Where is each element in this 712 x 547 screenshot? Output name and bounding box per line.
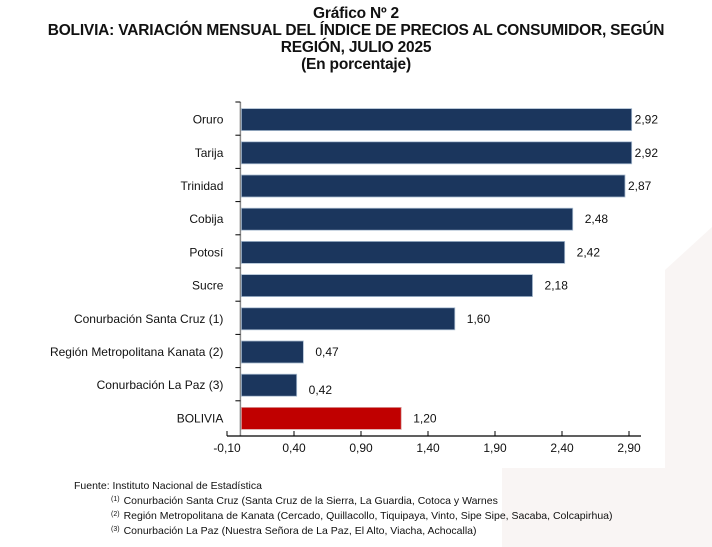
category-label: Potosí [189,245,224,259]
bar-conurbaci-n-la-paz-3- [240,373,298,397]
data-label: 2,92 [635,146,659,160]
data-label: 2,87 [628,179,652,193]
bar-trinidad [240,174,626,198]
value-tick-label: 1,90 [483,441,507,455]
value-tick-label: 1,40 [416,441,440,455]
chart-subtitle: (En porcentaje) [301,56,411,73]
category-label: Conurbación La Paz (3) [97,378,224,392]
footnote-text: Conurbación La Paz (Nuestra Señora de La… [123,525,477,537]
source-note: Fuente: Instituto Nacional de Estadístic… [74,480,262,492]
bar-bolivia [240,406,402,430]
footnote-mark: (3) [111,526,120,533]
bar-tarija [240,141,633,165]
category-label: Cobija [189,212,223,226]
category-label: Tarija [195,146,224,160]
value-tick-label: 0,40 [282,441,306,455]
data-label: 0,42 [309,383,333,397]
data-label: 2,92 [635,113,659,127]
footnote-text: Conurbación Santa Cruz (Santa Cruz de la… [123,495,498,507]
category-label: Región Metropolitana Kanata (2) [50,345,223,359]
footnote-text: Región Metropolitana de Kanata (Cercado,… [123,510,613,522]
category-label: BOLIVIA [177,411,224,425]
footnote-mark: (2) [111,511,120,518]
category-label: Oruro [193,113,224,127]
value-tick-label: 2,40 [550,441,574,455]
bar-sucre [240,274,533,298]
category-label: Conurbación Santa Cruz (1) [74,312,223,326]
footnote-2: (2) Región Metropolitana de Kanata (Cerca… [74,508,613,523]
bar-chart: Oruro 2,92 Tarija 2,92 Trinidad 2,87 Cobija 2,4… [50,101,659,455]
footnote-1: (1) Conurbación Santa Cruz (Santa Cruz de… [74,493,613,508]
data-label: 2,48 [585,212,609,226]
footnotes: Fuente: Instituto Nacional de Estadístic… [74,480,613,538]
value-tick-label: 2,90 [617,441,641,455]
data-label: 0,47 [315,345,339,359]
bar-conurbaci-n-santa-cruz-1- [240,307,456,331]
footnote-mark: (1) [111,496,120,503]
bar-regi-n-metropolitana-kanata-2- [240,340,304,364]
chart-titles: Gráfico Nº 2 BOLIVIA: VARIACIÓN MENSUAL … [0,5,712,73]
footnote-3: (3) Conurbación La Paz (Nuestra Señora de… [74,523,613,538]
chart-panel [0,0,665,468]
bar-potos- [240,240,566,264]
data-label: 2,18 [545,279,569,293]
chart-title-cont: REGIÓN, JULIO 2025 [280,39,432,56]
data-label: 1,20 [413,411,437,425]
value-tick-label: -0,10 [213,441,241,455]
value-tick-label: 0,90 [349,441,373,455]
data-label: 1,60 [467,312,491,326]
chart-title: BOLIVIA: VARIACIÓN MENSUAL DEL ÍNDICE DE… [47,22,665,39]
category-label: Trinidad [180,179,223,193]
bar-cobija [240,207,574,231]
data-label: 2,42 [577,245,601,259]
chart-number: Gráfico Nº 2 [313,5,399,22]
bar-oruro [240,108,633,131]
category-label: Sucre [192,279,224,293]
